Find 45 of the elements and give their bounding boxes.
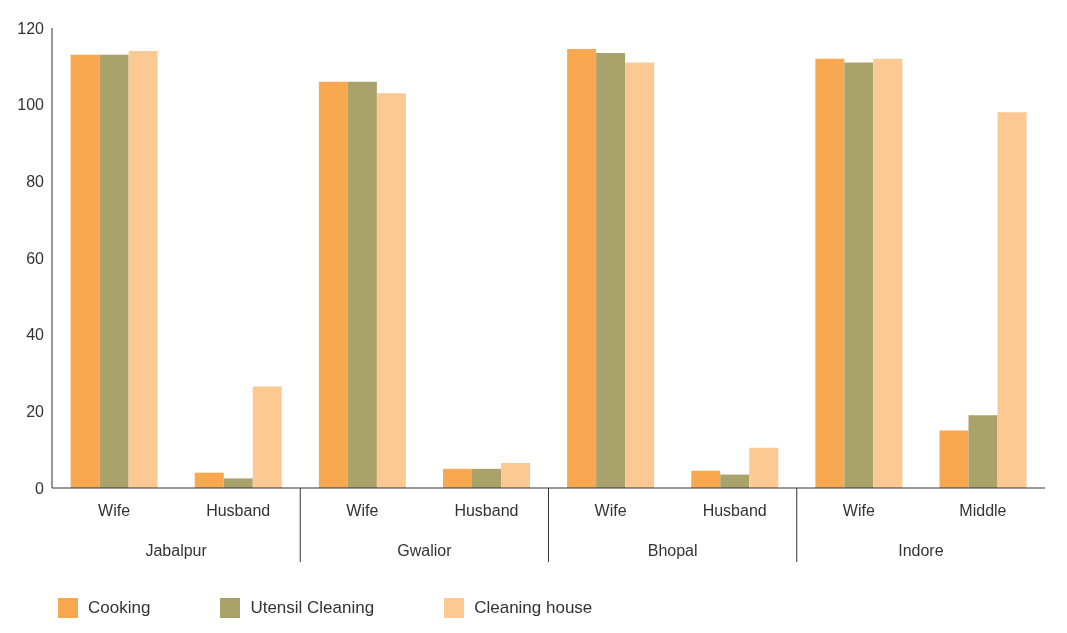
x-tick-label: Middle <box>959 502 1007 519</box>
legend-label: Utensil Cleaning <box>250 598 375 618</box>
bar <box>252 386 282 488</box>
bar <box>844 62 874 488</box>
bar <box>691 470 721 488</box>
legend-label: Cleaning house <box>474 598 593 618</box>
bar <box>70 54 100 488</box>
y-tick-label: 100 <box>17 96 45 114</box>
y-tick-label: 120 <box>17 19 45 37</box>
bar <box>376 93 406 488</box>
text: Indore <box>898 542 944 559</box>
bar <box>442 468 472 488</box>
x-tick-label: Husband <box>454 502 519 519</box>
bar <box>471 468 501 488</box>
legend-label: Cooking <box>88 598 151 618</box>
text: Bhopal <box>647 542 698 559</box>
bar <box>873 58 903 488</box>
bar <box>128 51 158 488</box>
y-tick-label: 80 <box>26 173 45 191</box>
bar <box>625 62 655 488</box>
x-tick-label: Husband <box>702 502 767 519</box>
bar <box>596 52 626 488</box>
x-tick-label: Wife <box>346 502 379 519</box>
x-tick-label: Wife <box>98 502 131 519</box>
bar <box>749 447 779 488</box>
text: Jabalpur <box>145 542 208 559</box>
bar <box>815 58 845 488</box>
text: Gwalior <box>397 542 453 559</box>
bar <box>223 478 253 488</box>
x-tick-label: Wife <box>594 502 627 519</box>
bar <box>99 54 129 488</box>
bar <box>968 415 998 488</box>
bar <box>347 81 377 488</box>
y-tick-label: 40 <box>26 326 45 344</box>
y-tick-label: 0 <box>35 479 45 497</box>
bar <box>997 112 1027 488</box>
bar <box>567 49 597 488</box>
bar <box>500 463 530 488</box>
x-tick-label: Wife <box>842 502 875 519</box>
y-tick-label: 60 <box>26 249 45 267</box>
x-tick-label: Husband <box>206 502 271 519</box>
bar <box>194 472 224 488</box>
y-tick-label: 20 <box>26 403 45 421</box>
bar <box>318 81 348 488</box>
bar <box>939 430 969 488</box>
